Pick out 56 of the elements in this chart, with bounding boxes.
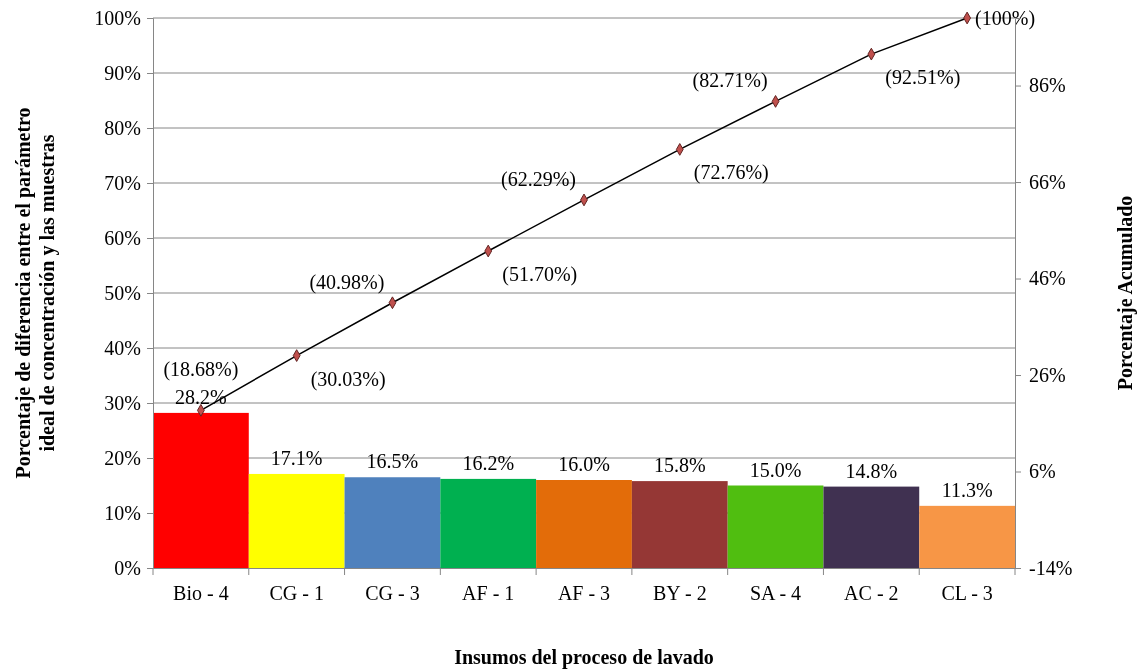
y-tick-label: 100% — [94, 6, 141, 29]
data-label: (51.70%) — [502, 263, 578, 287]
data-label: 17.1% — [270, 446, 323, 469]
data-label: (40.98%) — [309, 270, 385, 294]
x-tick-label: SA - 4 — [749, 582, 802, 605]
x-axis-title: Insumos del proceso de lavado — [454, 646, 714, 669]
x-tick-label: CL - 3 — [941, 582, 993, 605]
y-tick-label: 70% — [104, 171, 141, 194]
y2-tick-label: 86% — [1029, 74, 1066, 97]
y2-tick-label: 6% — [1029, 460, 1056, 483]
data-label: 15.0% — [749, 458, 802, 481]
data-label: (100%) — [975, 7, 1036, 30]
data-label: 14.8% — [845, 459, 898, 482]
y-tick-label: 80% — [104, 116, 141, 139]
data-label: 16.5% — [366, 450, 419, 473]
x-tick-label: BY - 2 — [652, 582, 707, 605]
y-tick-label: 40% — [104, 336, 141, 359]
data-label: 16.0% — [558, 453, 610, 475]
y-tick-label: 50% — [104, 281, 141, 304]
y2-axis-title: Porcentaje Acumulado — [1114, 195, 1137, 391]
y-tick-label: 90% — [104, 61, 141, 84]
y-tick-label: 0% — [114, 556, 141, 579]
y2-tick-label: -14% — [1029, 556, 1073, 579]
y-tick-label: 30% — [104, 391, 141, 414]
data-label: (18.68%) — [163, 358, 239, 382]
data-label: 16.2% — [462, 451, 515, 474]
x-tick-label: AC - 2 — [844, 582, 899, 605]
y2-tick-label: 66% — [1029, 170, 1066, 193]
x-tick-label: AF - 3 — [557, 582, 611, 605]
data-label: (62.29%) — [501, 167, 576, 191]
bar — [536, 480, 632, 568]
x-tick-label: Bio - 4 — [173, 582, 229, 605]
data-label: (82.71%) — [692, 69, 768, 93]
bar — [153, 412, 249, 568]
y2-tick-label: 26% — [1029, 363, 1066, 386]
x-tick-label: AF - 1 — [462, 582, 515, 605]
y-tick-label: 60% — [104, 226, 141, 249]
y-axis-title: Porcentaje de diferencia entre el parámetro ideal de concentración y las muestras — [12, 107, 59, 479]
data-label: (30.03%) — [310, 367, 386, 391]
y2-tick-label: 46% — [1029, 267, 1066, 290]
data-label: 15.8% — [653, 454, 706, 477]
x-tick-label: CG - 3 — [365, 582, 420, 605]
data-label: (72.76%) — [693, 161, 769, 185]
data-label: 11.3% — [941, 478, 993, 501]
bar — [631, 481, 728, 568]
x-tick-label: CG - 1 — [269, 582, 324, 605]
bar — [248, 473, 345, 568]
bar — [344, 477, 441, 568]
bar — [823, 486, 920, 568]
y-tick-label: 10% — [104, 501, 141, 524]
data-label: (92.51%) — [885, 66, 961, 90]
bar — [727, 485, 824, 568]
bar — [440, 478, 537, 568]
y-tick-label: 20% — [104, 446, 141, 469]
bar — [919, 505, 1015, 568]
data-label: 28.2% — [175, 385, 227, 408]
